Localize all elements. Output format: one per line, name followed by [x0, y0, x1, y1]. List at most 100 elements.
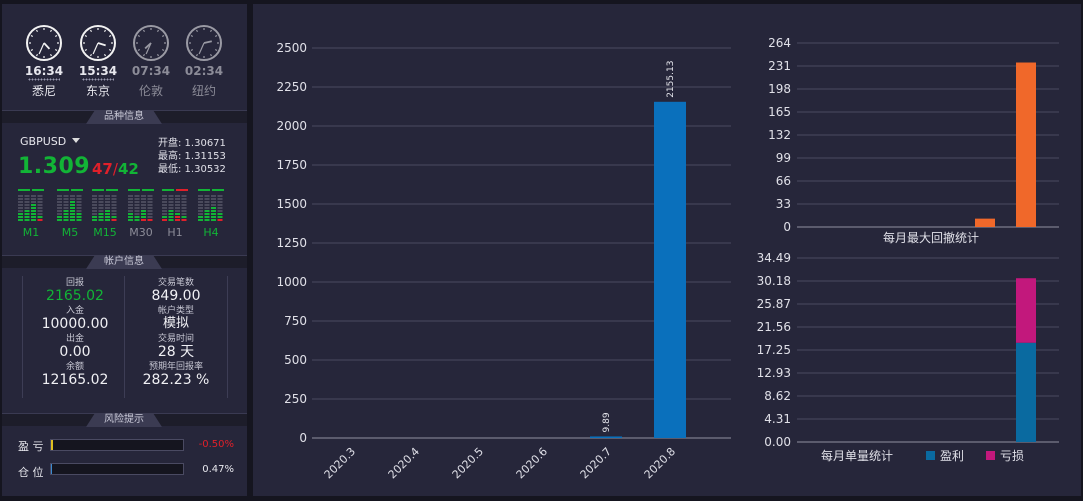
- legend-label: 盈利: [940, 449, 964, 463]
- timeframe-meter: [18, 189, 44, 221]
- duration-value: 28 天: [157, 344, 195, 360]
- y-tick-label: 165: [768, 105, 791, 119]
- symbol-selector[interactable]: GBPUSD: [20, 135, 81, 148]
- clock-dots: [188, 78, 220, 81]
- pnl-bar: [50, 439, 184, 451]
- timeframe-label-h1[interactable]: H1: [167, 226, 183, 239]
- clock: 15:34 东京: [73, 24, 123, 99]
- bar-value-label: 9.89: [602, 412, 612, 432]
- y-tick-label: 8.62: [764, 389, 791, 403]
- drawdown-chart-title: 每月最大回撤统计: [883, 230, 979, 245]
- clock-city: 悉尼: [31, 84, 56, 98]
- returns-value: 2165.02: [46, 288, 104, 304]
- x-tick-label: 2020.5: [450, 445, 486, 481]
- x-tick-label: 2020.7: [578, 445, 614, 481]
- y-tick-label: 0: [783, 220, 791, 234]
- y-tick-label: 250: [284, 392, 307, 406]
- y-tick-label: 34.49: [757, 251, 791, 265]
- section-title-instrument: 品种信息: [86, 110, 162, 124]
- pnl-value: -0.50%: [198, 439, 234, 450]
- timeframe-label-h4[interactable]: H4: [203, 226, 219, 239]
- monthly-drawdown-chart: 0 33 66 99 132 165 198 231 264 每月最大回撤统计: [768, 36, 1059, 245]
- clock-city: 纽约: [191, 84, 216, 98]
- monthly-returns-chart: 0 250 500 750 1000 1250 1500 1750 2000 2250 2500 20…: [276, 41, 731, 481]
- balance-value: 12165.02: [41, 372, 109, 388]
- account-divider: [124, 276, 125, 398]
- withdraw-value: 0.00: [59, 344, 91, 360]
- bar-value-label: 2155.13: [666, 61, 676, 98]
- timeframe-label-m15[interactable]: M15: [93, 226, 117, 239]
- bar: [1016, 342, 1036, 442]
- y-tick-label: 132: [768, 128, 791, 142]
- price-fraction-ask: 42: [117, 160, 139, 178]
- x-tick-label: 2020.8: [642, 445, 678, 481]
- dropdown-caret-icon[interactable]: [72, 138, 81, 143]
- price-main: 1.309: [18, 154, 91, 179]
- y-tick-label: 17.25: [757, 343, 791, 357]
- clock-icon: [26, 25, 62, 61]
- low-price: 最低: 1.30532: [158, 164, 226, 175]
- y-tick-label: 0: [299, 431, 307, 445]
- timeframe-meter: [128, 189, 154, 221]
- timeframe-label-m30[interactable]: M30: [129, 226, 153, 239]
- charts-canvas: 0 250 500 750 1000 1250 1500 1750 2000 2250 2500 20…: [276, 36, 1059, 481]
- annual-return-value: 282.23 %: [142, 372, 210, 388]
- volume-chart-title: 每月单量统计: [821, 448, 893, 463]
- clock: 07:34 伦敦: [126, 24, 176, 99]
- clock-dots: [82, 78, 114, 81]
- left-panel: 16:34 悉尼 15:34 东京 07:34 伦敦 02:34 纽约 品种信息 GBPUSD…: [2, 4, 247, 496]
- y-tick-label: 1250: [276, 236, 307, 250]
- bar: [590, 436, 622, 438]
- price-fraction: 47/42: [92, 160, 139, 178]
- annual-return-label: 预期年回报率: [148, 362, 203, 372]
- y-tick-label: 25.87: [757, 297, 791, 311]
- clock: 16:34 悉尼: [19, 24, 69, 99]
- legend-swatch: [986, 451, 995, 460]
- trades-label: 交易笔数: [157, 278, 194, 288]
- y-tick-label: 2500: [276, 41, 307, 55]
- clock-time: 15:34: [78, 64, 118, 78]
- clock-dots: [135, 78, 167, 81]
- y-tick-label: 1000: [276, 275, 307, 289]
- pnl-bar-fill: [51, 440, 53, 450]
- clock-city: 伦敦: [138, 84, 163, 98]
- bar: [975, 218, 995, 227]
- position-bar-fill: [51, 464, 52, 474]
- section-title-risk: 风险提示: [86, 413, 162, 427]
- y-tick-label: 0.00: [764, 435, 791, 449]
- high-price: 最高: 1.31153: [158, 151, 226, 162]
- x-tick-label: 2020.6: [514, 445, 550, 481]
- timeframe-meter: [162, 189, 188, 221]
- account-type-label: 帐户类型: [157, 306, 194, 316]
- position-value: 0.47%: [202, 464, 234, 475]
- y-tick-label: 231: [768, 59, 791, 73]
- timeframe-label-m1[interactable]: M1: [22, 226, 40, 239]
- account-info-box: 回报 2165.02 入金 10000.00 出金 0.00 余额 12165.…: [22, 276, 228, 398]
- withdraw-label: 出金: [65, 334, 84, 344]
- position-bar: [50, 463, 184, 475]
- clock-icon: [133, 25, 169, 61]
- clock-icon: [186, 25, 222, 61]
- pnl-label: 盈 亏: [18, 440, 44, 453]
- deposit-label: 入金: [65, 306, 84, 316]
- deposit-value: 10000.00: [41, 316, 109, 332]
- clock-time: 16:34: [24, 64, 64, 78]
- clock-icon: [80, 25, 116, 61]
- price-fraction-separator: /: [112, 160, 118, 178]
- timeframe-label-m5[interactable]: M5: [61, 226, 79, 239]
- clock-dots: [28, 78, 60, 81]
- chart-panel: 0 250 500 750 1000 1250 1500 1750 2000 2250 2500 20…: [253, 4, 1081, 496]
- clock-time: 02:34: [184, 64, 224, 78]
- y-tick-label: 1750: [276, 158, 307, 172]
- bar: [1016, 62, 1036, 227]
- legend-label: 亏损: [1000, 449, 1024, 463]
- clock-time: 07:34: [131, 64, 171, 78]
- y-tick-label: 21.56: [757, 320, 791, 334]
- clock-city: 东京: [85, 84, 110, 98]
- bar: [1016, 278, 1036, 343]
- account-type-value: 模拟: [162, 316, 189, 331]
- trades-value: 849.00: [151, 288, 201, 304]
- x-tick-label: 2020.4: [386, 445, 422, 481]
- y-tick-label: 4.31: [764, 412, 791, 426]
- bar: [654, 101, 686, 439]
